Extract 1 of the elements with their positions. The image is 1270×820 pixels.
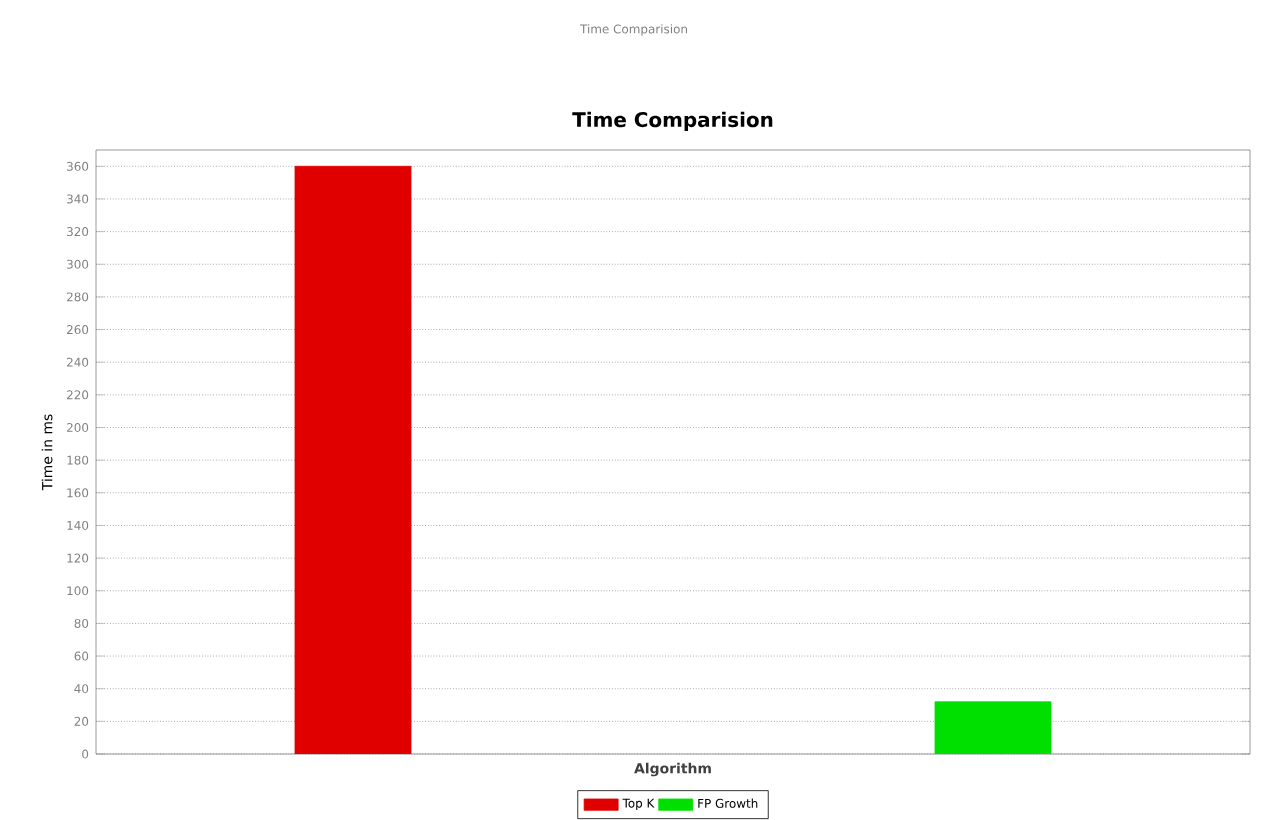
chart-title: Time Comparision — [572, 111, 773, 132]
